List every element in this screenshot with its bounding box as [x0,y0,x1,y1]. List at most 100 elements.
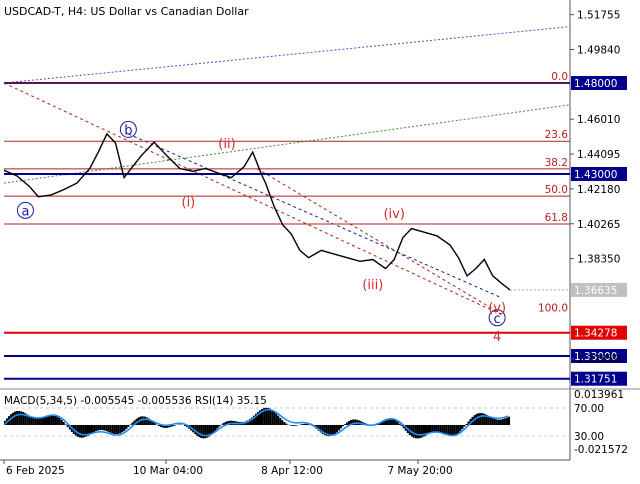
macd-bar [304,424,306,425]
macd-bar [123,425,125,431]
macd-bar [63,422,65,425]
wave-label: (ii) [218,137,235,152]
macd-bar [281,420,283,425]
macd-bar [431,425,433,432]
macd-bar [496,420,498,426]
time-tick-label: 7 May 20:00 [387,465,452,477]
macd-bar [93,425,95,432]
macd-bar [502,419,504,425]
macd-bar [455,425,457,434]
indicator-tick-label: -0.021572 [574,444,628,456]
macd-bar [413,425,415,438]
wave-label: 4 [493,330,501,345]
macd-bar [101,425,103,430]
price-tick-label: 1.49840 [577,44,620,56]
macd-bar [490,417,492,425]
macd-bar [466,424,468,425]
price-tick-label: 1.32850 [577,354,620,366]
macd-bar [435,425,437,432]
macd-bar [439,425,441,432]
macd-bar [99,425,101,430]
macd-bar [217,425,219,429]
wave-label: (iv) [383,207,404,222]
macd-bar [482,413,484,425]
macd-bar [36,419,38,425]
macd-bar [95,425,97,431]
macd-bar [463,425,465,427]
macd-bar [285,424,287,426]
indicator-title: MACD(5,34,5) -0.005545 -0.005536 RSI(14)… [4,395,267,407]
macd-bar [202,425,204,438]
macd-bar [269,409,271,425]
level-tag-label: 1.31751 [574,374,617,386]
macd-bar [296,425,298,426]
macd-bar [103,425,105,430]
macd-bar [302,424,304,425]
macd-bar [65,424,67,425]
fib-label: 61.8 [545,212,568,224]
macd-bar [61,420,63,425]
time-tick-label: 8 Apr 12:00 [261,465,323,477]
wave-label: b [124,123,132,138]
macd-bar [492,418,494,425]
indicator-tick-label: 30.00 [574,431,604,443]
macd-bar [34,418,36,425]
level-tag-label: 1.43000 [574,169,617,181]
macd-bar [223,423,225,425]
macd-bar [293,425,295,426]
macd-bar [215,425,217,431]
macd-bar [508,417,510,425]
macd-bar [441,425,443,433]
macd-bar [445,425,447,435]
level-tag-label: 1.48000 [574,78,617,90]
macd-bar [447,425,449,435]
macd-bar [461,425,463,429]
macd-bar [200,425,202,438]
fib-label: 50.0 [545,184,568,196]
macd-bar [30,417,32,425]
macd-bar [38,419,40,425]
macd-bar [119,425,121,433]
macd-bar [57,417,59,425]
macd-bar [154,423,156,425]
price-tick-label: 1.38350 [577,254,620,266]
macd-bar [480,413,482,425]
macd-bar [338,425,340,430]
macd-bar [275,414,277,426]
macd-bar [14,412,16,425]
macd-bar [397,422,399,425]
macd-bar [419,425,421,438]
macd-bar [105,425,107,431]
macd-bar [449,425,451,436]
macd-bar [128,425,130,427]
macd-bar [271,410,273,425]
macd-bar [500,420,502,425]
macd-bar [59,418,61,425]
level-tag-label: 1.34278 [574,328,617,340]
macd-bar [344,424,346,425]
macd-bar [494,419,496,425]
macd-bar [45,417,47,425]
macd-bar [91,425,93,433]
macd-bar [196,425,198,436]
macd-bar [40,418,42,425]
macd-bar [115,425,117,434]
macd-bar [417,425,419,438]
price-tick-label: 1.51755 [577,10,620,22]
macd-bar [277,416,279,425]
macd-bar [478,413,480,425]
macd-bar [346,422,348,425]
time-tick-label: 6 Feb 2025 [6,465,65,477]
macd-bar [18,411,20,425]
macd-bar [43,418,45,425]
macd-bar [16,411,18,425]
macd-bar [504,418,506,425]
wave-label: a [21,204,29,219]
macd-bar [332,425,334,435]
macd-bar [53,415,55,425]
macd-bar [113,425,115,434]
macd-bar [340,425,342,428]
macd-bar [144,417,146,425]
macd-bar [330,425,332,436]
